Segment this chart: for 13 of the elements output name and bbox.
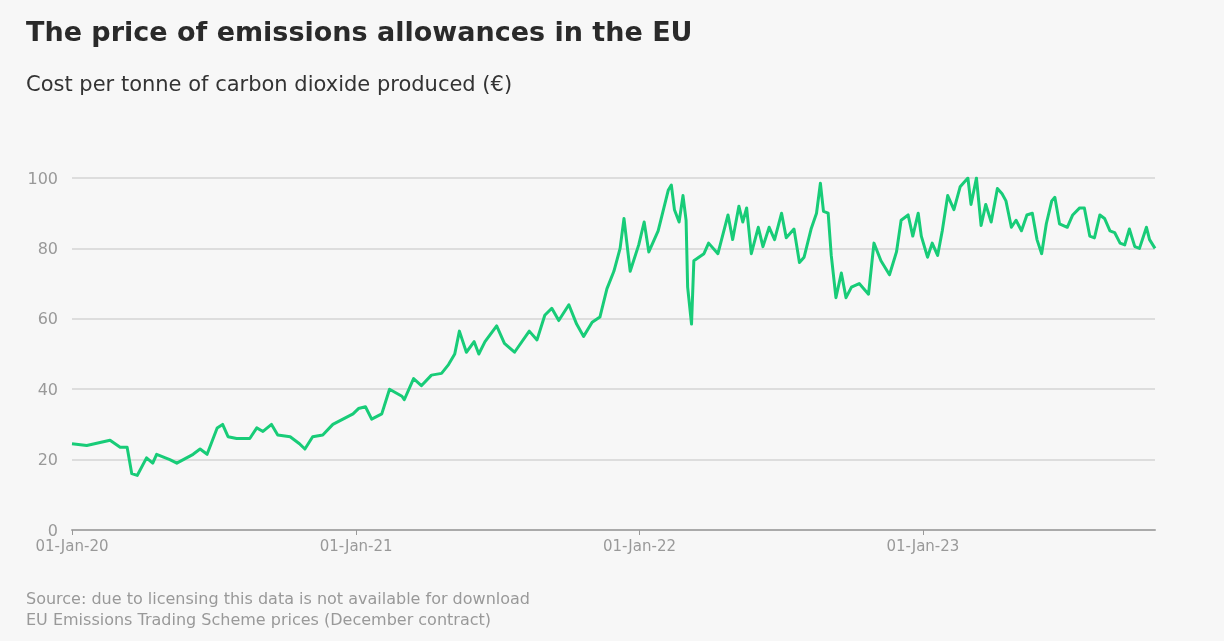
chart-subtitle: Cost per tonne of carbon dioxide produced (€) — [26, 72, 513, 96]
y-tick-label: 20 — [37, 450, 58, 470]
y-tick-label: 100 — [27, 168, 58, 188]
y-tick-label: 60 — [37, 309, 58, 329]
x-tick-label: 01-Jan-22 — [603, 536, 676, 555]
y-tick-label: 80 — [37, 238, 58, 258]
x-tick-label: 01-Jan-21 — [319, 536, 393, 555]
text: EU Emissions Trading Scheme prices (December contract) — [26, 609, 492, 630]
chart-title: The price of emissions allowances in the EU — [26, 16, 693, 47]
source-note: Source: due to licensing this data is not available for download — [26, 588, 530, 609]
x-tick-label: 01-Jan-23 — [886, 536, 960, 555]
line-series — [70, 176, 1157, 477]
y-tick-label: 40 — [37, 379, 58, 399]
